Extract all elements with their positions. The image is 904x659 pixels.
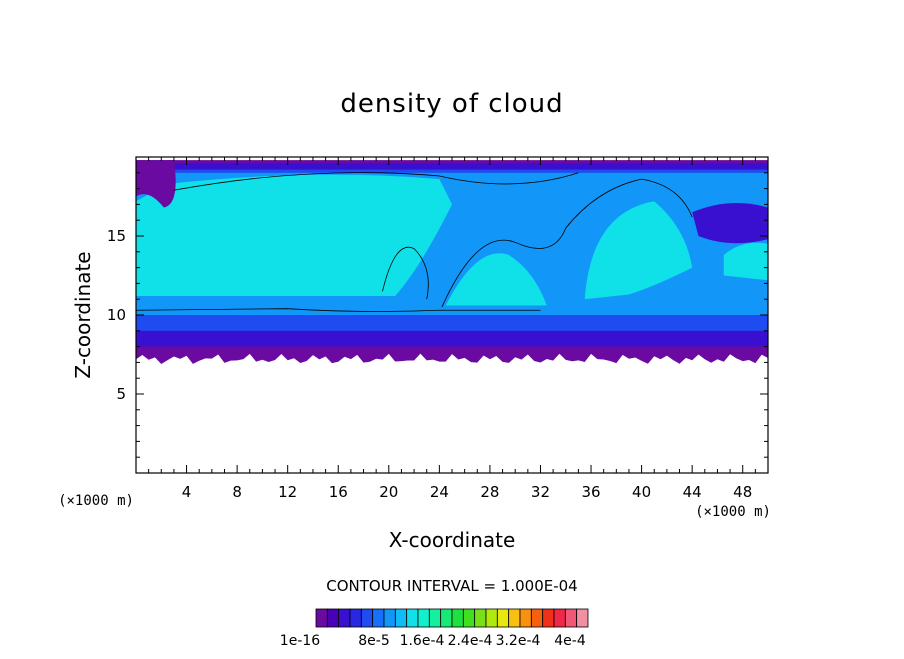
colorbar-swatch [485, 608, 498, 628]
x-axis-unit: (×1000 m) [695, 504, 771, 520]
colorbar-swatch [508, 608, 521, 628]
colorbar-swatch [372, 608, 385, 628]
colorbar-swatch [553, 608, 566, 628]
colorbar-swatch [440, 608, 453, 628]
x-tick-label: 24 [430, 483, 449, 501]
colorbar-swatch [519, 608, 532, 628]
contour-line-arc [441, 178, 693, 308]
x-tick-label: 20 [379, 483, 398, 501]
colorbar-label: 4e-4 [554, 633, 586, 649]
colorbar-swatch [326, 608, 340, 628]
field-core-dome [445, 253, 547, 306]
x-tick-label: 4 [182, 483, 192, 501]
x-tick-label: 12 [278, 483, 297, 501]
colorbar-swatch [417, 608, 430, 628]
field-core-edge [723, 242, 768, 281]
x-tick-label: 48 [733, 483, 752, 501]
colorbar [315, 608, 589, 628]
field-core-right [584, 201, 693, 300]
x-tick-label: 36 [581, 483, 600, 501]
x-tick-label: 32 [531, 483, 550, 501]
x-tick-label: 44 [683, 483, 702, 501]
colorbar-swatch [349, 608, 362, 628]
y-tick-label: 5 [116, 385, 126, 403]
colorbar-swatch [462, 608, 476, 628]
contour-interval-label: CONTOUR INTERVAL = 1.000E-04 [326, 577, 577, 595]
colorbar-label: 1.6e-4 [400, 633, 445, 649]
colorbar-label: 2.4e-4 [448, 633, 493, 649]
chart-title: density of cloud [340, 89, 563, 119]
contour-line-lower [136, 308, 541, 312]
x-tick-label: 16 [329, 483, 348, 501]
contour-line-top [173, 172, 579, 191]
colorbar-swatch [576, 608, 589, 628]
x-tick-label: 40 [632, 483, 651, 501]
x-axis-label: X-coordinate [389, 528, 516, 552]
colorbar-swatch [338, 608, 351, 628]
colorbar-swatch [394, 608, 408, 628]
y-tick-label: 15 [107, 227, 126, 245]
colorbar-labels: 1e-16 8e-5 1.6e-4 2.4e-4 3.2e-4 4e-4 [280, 633, 586, 649]
colorbar-swatch [496, 608, 510, 628]
y-axis-unit: (×1000 m) [58, 493, 134, 509]
density-field [136, 160, 768, 365]
colorbar-swatch [474, 608, 487, 628]
colorbar-swatch [360, 608, 374, 628]
field-patch-right [692, 203, 768, 244]
contour-line-swirl [382, 246, 429, 300]
colorbar-swatch [451, 608, 464, 628]
y-tick-label: 10 [107, 306, 126, 324]
colorbar-label: 1e-16 [280, 633, 320, 649]
colorbar-label: 3.2e-4 [496, 633, 541, 649]
colorbar-swatch [315, 608, 328, 628]
colorbar-label: 8e-5 [358, 633, 389, 649]
colorbar-swatch [383, 608, 396, 628]
colorbar-swatch [530, 608, 544, 628]
field-core-left [136, 174, 452, 297]
colorbar-swatch [542, 608, 555, 628]
colorbar-swatch [564, 608, 578, 628]
field-patch-topleft [136, 160, 176, 208]
y-axis-label: Z-coordinate [71, 251, 95, 378]
colorbar-swatch [428, 608, 442, 628]
x-tick-label: 8 [232, 483, 242, 501]
x-tick-label: 28 [480, 483, 499, 501]
colorbar-swatch [406, 608, 419, 628]
